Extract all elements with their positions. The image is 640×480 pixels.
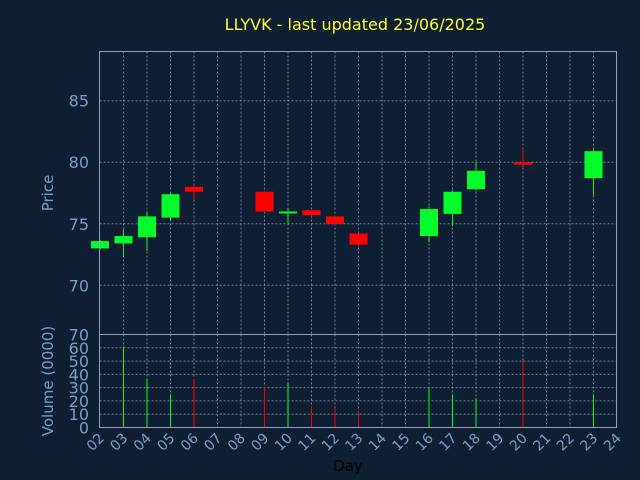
candle-down <box>302 210 321 216</box>
x-tick-label: 04 <box>131 430 155 454</box>
x-tick-label: 20 <box>507 431 531 455</box>
price-tick-label: 70 <box>69 276 89 295</box>
volume-bars <box>123 346 594 428</box>
x-tick-label: 19 <box>483 431 507 455</box>
volume-tick-label: 50 <box>69 352 89 371</box>
candle-up <box>279 211 297 214</box>
volume-plot-frame <box>99 334 617 428</box>
x-tick-label: 22 <box>554 431 578 455</box>
volume-tick-label: 10 <box>69 405 89 424</box>
price-tick-label: 85 <box>69 92 89 111</box>
volume-tick-label: 60 <box>69 339 89 358</box>
x-tick-label: 21 <box>530 431 554 455</box>
candle-down <box>185 186 203 192</box>
x-tick-label: 17 <box>436 431 460 455</box>
volume-tick-label: 0 <box>79 419 89 438</box>
candle-down <box>255 191 274 212</box>
x-tick-label: 06 <box>178 430 202 454</box>
candle-up <box>114 236 133 244</box>
candle-up <box>443 191 462 214</box>
price-axis-label: Price <box>39 175 57 212</box>
candle-down <box>349 233 368 245</box>
x-tick-label: 23 <box>577 431 601 455</box>
x-tick-label: 18 <box>460 431 484 455</box>
chart-title: LLYVK - last updated 23/06/2025 <box>225 15 486 34</box>
x-tick-label: 15 <box>389 431 413 455</box>
volume-tick-label: 20 <box>69 392 89 411</box>
x-tick-label: 14 <box>366 430 390 454</box>
price-tick-label: 75 <box>69 215 89 234</box>
x-tick-label: 24 <box>601 430 625 454</box>
candle-down <box>326 216 344 224</box>
x-tick-label: 12 <box>319 431 343 455</box>
x-tick-label: 05 <box>154 431 178 455</box>
x-tick-label: 11 <box>295 431 319 455</box>
volume-tick-label: 30 <box>69 379 89 398</box>
x-tick-label: 08 <box>225 431 249 455</box>
x-tick-label: 03 <box>107 431 131 455</box>
price-gridlines <box>99 51 617 335</box>
candle-up <box>584 151 603 179</box>
price-tick-label: 80 <box>69 153 89 172</box>
candle-up <box>138 216 156 238</box>
x-tick-label: 09 <box>248 431 272 455</box>
volume-tick-label: 40 <box>69 365 89 384</box>
x-tick-label: 07 <box>201 431 225 455</box>
candlestick-series <box>91 148 603 257</box>
candle-up <box>420 208 438 237</box>
x-tick-label: 13 <box>342 431 366 455</box>
x-tick-label: 16 <box>413 430 437 454</box>
x-tick-labels: 02 03 04 05 06 07 08 09 10 11 12 13 14 15 16 17 18 19 20 21… <box>84 430 625 454</box>
candle-down <box>514 162 532 165</box>
volume-tick-label: 70 <box>69 326 89 345</box>
volume-axis-label: Volume (0000) <box>39 326 57 436</box>
x-axis-label: Day <box>333 457 363 475</box>
price-y-ticks: 70 75 80 85 <box>69 92 89 296</box>
candle-up <box>467 170 485 190</box>
x-tick-label: 10 <box>272 431 296 455</box>
candle-up <box>161 194 180 218</box>
